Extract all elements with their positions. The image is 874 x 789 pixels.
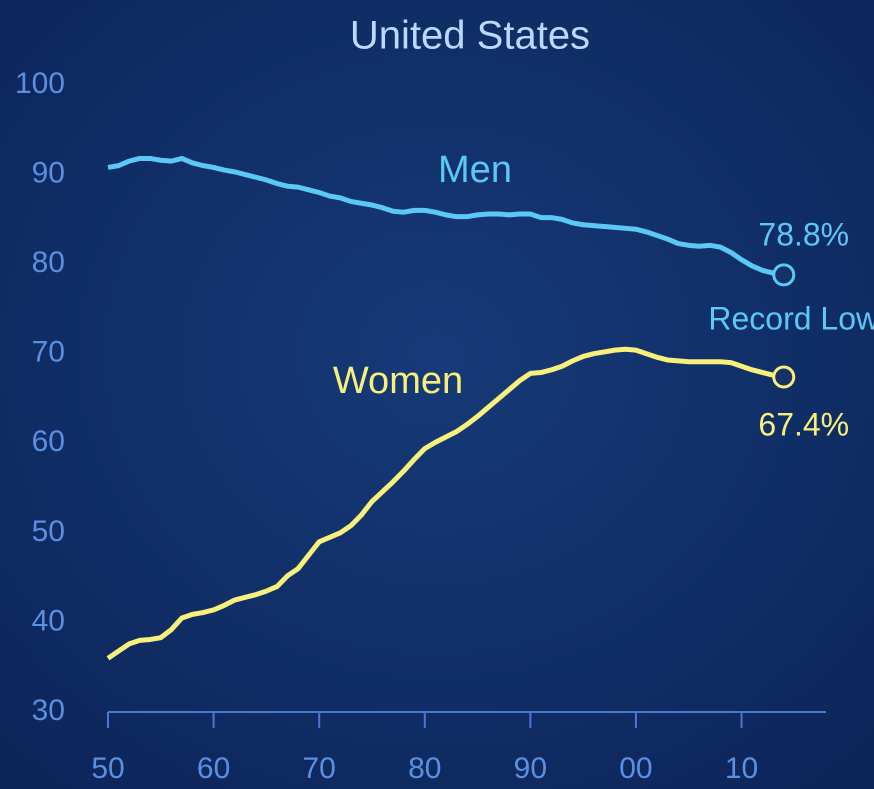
end-label: 67.4% <box>758 406 849 442</box>
x-tick-label: 60 <box>197 752 230 785</box>
y-tick-label: 80 <box>32 246 65 279</box>
y-tick-label: 90 <box>32 156 65 189</box>
y-tick-label: 70 <box>32 336 65 369</box>
end-marker <box>772 365 796 389</box>
y-tick-label: 100 <box>15 67 65 100</box>
series-line <box>107 155 785 278</box>
chart-title: United States <box>350 14 590 58</box>
series-name: Men <box>438 149 512 191</box>
x-tick-label: 90 <box>514 752 547 785</box>
end-marker <box>772 263 796 287</box>
x-tick-label: 10 <box>725 752 758 785</box>
x-tick-label: 70 <box>302 752 335 785</box>
y-tick-label: 50 <box>32 515 65 548</box>
x-tick-label: 80 <box>408 752 441 785</box>
end-label: 78.8% <box>758 216 849 252</box>
series-name: Women <box>333 360 463 402</box>
annotation: Record Low <box>708 300 874 336</box>
series-line <box>106 346 785 661</box>
y-tick-label: 30 <box>32 694 65 727</box>
x-tick-label: 00 <box>619 752 652 785</box>
y-tick-label: 60 <box>32 425 65 458</box>
x-tick-label: 50 <box>91 752 124 785</box>
y-tick-label: 40 <box>32 604 65 637</box>
